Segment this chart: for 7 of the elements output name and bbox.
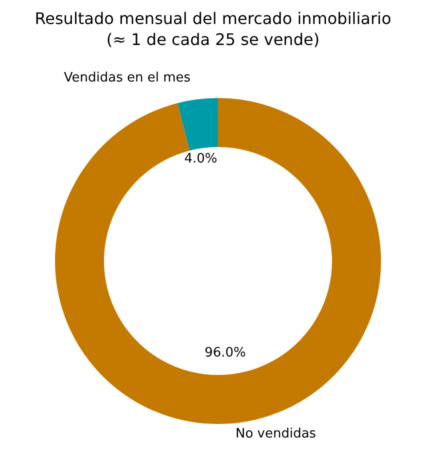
slice-label: Vendidas en el mes xyxy=(64,70,191,86)
chart-title: Resultado mensual del mercado inmobiliario (≈ 1 de cada 25 se vende) xyxy=(34,8,392,48)
donut-slice xyxy=(55,98,381,424)
data-label: 96.0% xyxy=(204,346,246,361)
data-label: 4.0% xyxy=(184,151,218,166)
slice-label: No vendidas xyxy=(235,426,316,442)
donut-slice xyxy=(177,98,218,151)
